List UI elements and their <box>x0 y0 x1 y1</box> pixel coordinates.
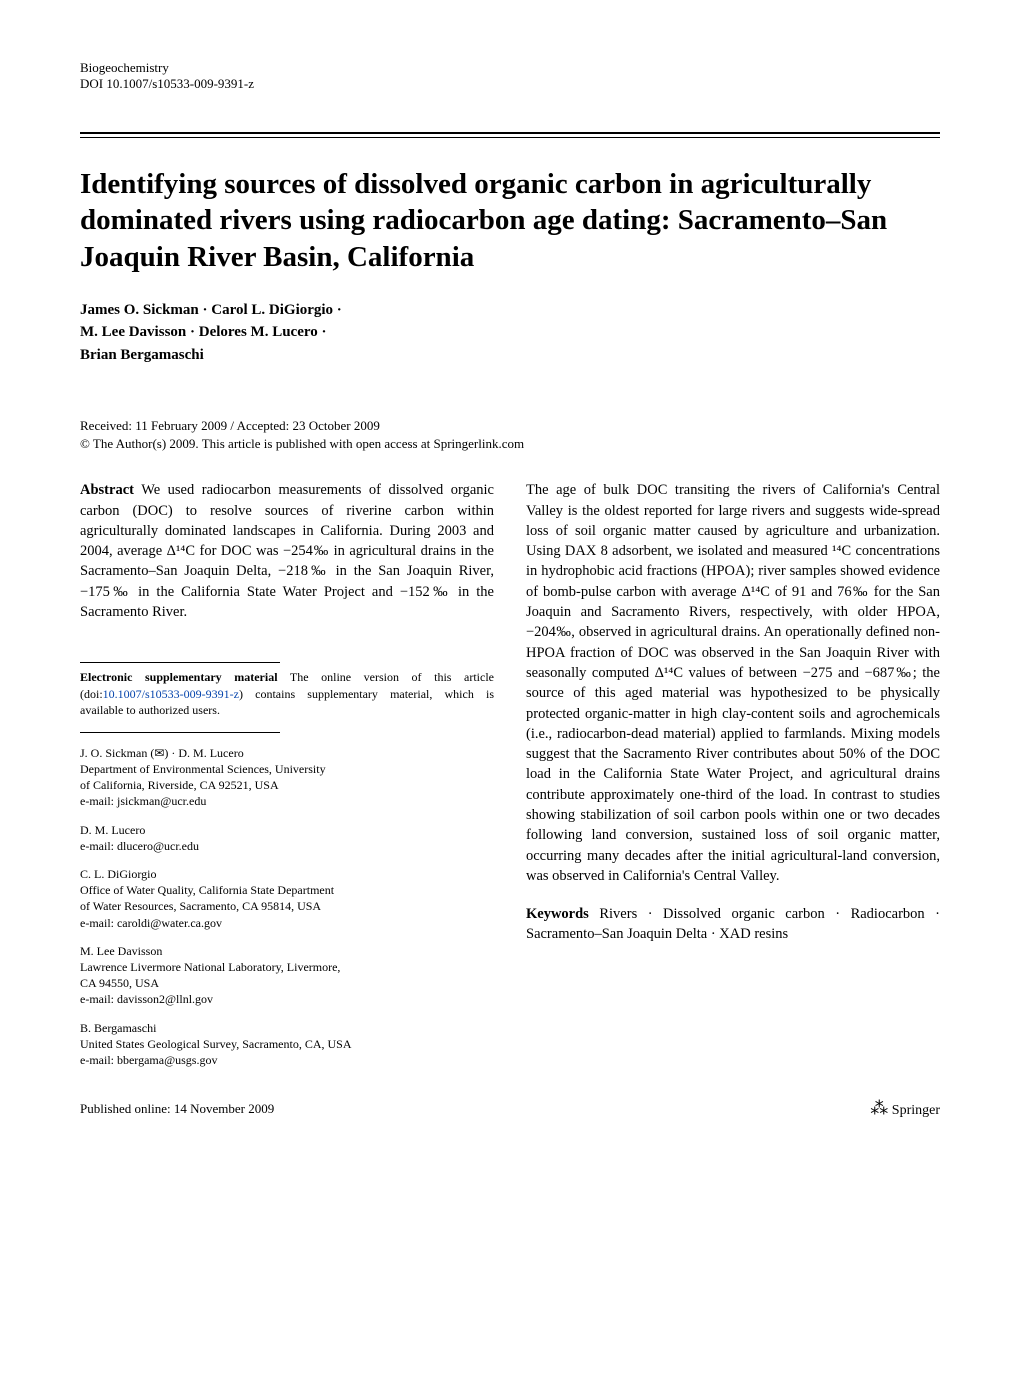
affiliation-line: United States Geological Survey, Sacrame… <box>80 1036 494 1052</box>
supplementary-label: Electronic supplementary material <box>80 670 278 684</box>
affiliation-line: e-mail: bbergama@usgs.gov <box>80 1052 494 1068</box>
supplementary-block: Electronic supplementary material The on… <box>80 662 494 718</box>
running-head-left: Biogeochemistry DOI 10.1007/s10533-009-9… <box>80 60 254 92</box>
affiliation-line: e-mail: jsickman@ucr.edu <box>80 793 494 809</box>
affiliation-line: Office of Water Quality, California Stat… <box>80 882 494 898</box>
author-line: James O. Sickman · Carol L. DiGiorgio · <box>80 299 940 322</box>
affiliation-line: e-mail: caroldi@water.ca.gov <box>80 915 494 931</box>
journal-name: Biogeochemistry <box>80 60 254 76</box>
title-rule-bottom <box>80 137 940 138</box>
author-line: M. Lee Davisson · Delores M. Lucero · <box>80 321 940 344</box>
left-column: Abstract We used radiocarbon measurement… <box>80 480 494 1068</box>
right-column: The age of bulk DOC transiting the river… <box>526 480 940 1068</box>
supplementary-text: Electronic supplementary material The on… <box>80 669 494 718</box>
keywords: Keywords Rivers · Dissolved organic carb… <box>526 904 940 945</box>
abstract-label: Abstract <box>80 482 134 498</box>
article-title: Identifying sources of dissolved organic… <box>80 166 940 275</box>
main-columns: Abstract We used radiocarbon measurement… <box>80 480 940 1068</box>
affiliation-name: D. M. Lucero <box>80 822 494 838</box>
affiliation-line: of Water Resources, Sacramento, CA 95814… <box>80 898 494 914</box>
received-dates: Received: 11 February 2009 / Accepted: 2… <box>80 418 940 434</box>
publisher-mark: ⁂ Springer <box>870 1098 940 1119</box>
springer-icon: ⁂ <box>870 1098 888 1118</box>
affiliation-block: B. Bergamaschi United States Geological … <box>80 1020 494 1069</box>
publisher-name: Springer <box>892 1103 940 1118</box>
affiliation-name: J. O. Sickman (✉) · D. M. Lucero <box>80 745 494 761</box>
supplementary-doi-link[interactable]: 10.1007/s10533-009-9391-z <box>103 687 239 701</box>
affiliation-line: CA 94550, USA <box>80 975 494 991</box>
author-line: Brian Bergamaschi <box>80 344 940 367</box>
copyright-line: © The Author(s) 2009. This article is pu… <box>80 436 940 452</box>
affiliation-line: e-mail: davisson2@llnl.gov <box>80 991 494 1007</box>
abstract-left-text: We used radiocarbon measurements of diss… <box>80 482 494 620</box>
affiliation-line: Lawrence Livermore National Laboratory, … <box>80 959 494 975</box>
affiliation-block: C. L. DiGiorgio Office of Water Quality,… <box>80 866 494 931</box>
affiliation-line: Department of Environmental Sciences, Un… <box>80 761 494 777</box>
affiliation-line: of California, Riverside, CA 92521, USA <box>80 777 494 793</box>
affiliation-name: B. Bergamaschi <box>80 1020 494 1036</box>
affiliation-name: C. L. DiGiorgio <box>80 866 494 882</box>
keywords-label: Keywords <box>526 906 589 922</box>
affiliation-line: e-mail: dlucero@ucr.edu <box>80 838 494 854</box>
doi-line: DOI 10.1007/s10533-009-9391-z <box>80 76 254 92</box>
published-online: Published online: 14 November 2009 <box>80 1101 274 1117</box>
author-list: James O. Sickman · Carol L. DiGiorgio · … <box>80 299 940 367</box>
affiliation-block: J. O. Sickman (✉) · D. M. Lucero Departm… <box>80 745 494 810</box>
running-head: Biogeochemistry DOI 10.1007/s10533-009-9… <box>80 60 940 92</box>
supplementary-rule <box>80 662 280 663</box>
affiliation-block: M. Lee Davisson Lawrence Livermore Natio… <box>80 943 494 1008</box>
keywords-text: Rivers · Dissolved organic carbon · Radi… <box>526 906 940 942</box>
affiliation-name: M. Lee Davisson <box>80 943 494 959</box>
page-footer: Published online: 14 November 2009 ⁂ Spr… <box>80 1098 940 1119</box>
abstract-left: Abstract We used radiocarbon measurement… <box>80 480 494 622</box>
abstract-right: The age of bulk DOC transiting the river… <box>526 480 940 886</box>
affiliation-block: D. M. Lucero e-mail: dlucero@ucr.edu <box>80 822 494 854</box>
affiliation-rule <box>80 732 280 733</box>
